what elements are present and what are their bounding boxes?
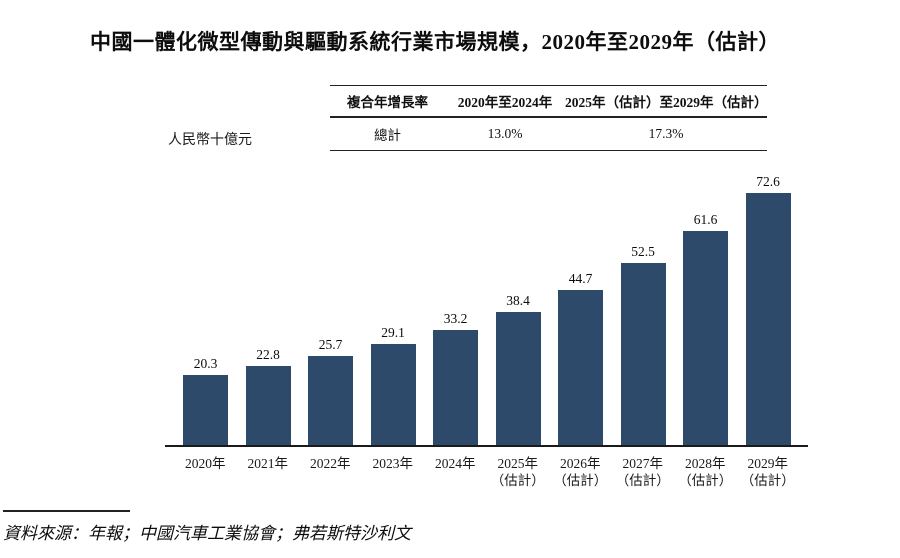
x-axis-tick-label: 2028年 （估計） <box>678 456 733 488</box>
bar-group: 22.8 <box>245 347 291 445</box>
x-axis-tick-label: 2022年 <box>310 456 351 471</box>
cagr-table: 複合年增長率 2020年至2024年 2025年（估計）至2029年（估計） 總… <box>330 85 768 151</box>
bar-group: 33.2 <box>433 311 478 445</box>
source-note: 資料來源：年報；中國汽車工業協會；弗若斯特沙利文 <box>3 524 411 543</box>
bar-value-label: 52.5 <box>631 244 655 259</box>
bar-chart: 20.3 22.8 25.7 29.1 33.2 38.4 44.7 52.5 61.6 72.6 <box>165 155 808 447</box>
x-axis-tick-label: 2021年 <box>247 456 289 471</box>
bar <box>558 290 603 445</box>
bar-value-label: 22.8 <box>256 347 280 362</box>
bar-value-label: 29.1 <box>381 325 405 340</box>
x-axis-tick-label: 2026年 （估計） <box>553 456 608 488</box>
bar-group: 44.7 <box>558 271 603 445</box>
bar <box>745 193 791 445</box>
x-axis-tick-label: 2020年 <box>185 456 226 471</box>
x-axis-tick-label: 2025年 （估計） <box>490 456 545 488</box>
bar-value-label: 38.4 <box>506 293 530 308</box>
bar <box>433 330 478 445</box>
bar-value-label: 20.3 <box>193 356 218 371</box>
bar-group: 72.6 <box>745 174 791 445</box>
cagr-header-metric: 複合年增長率 <box>347 95 428 110</box>
x-axis-tick-label: 2027年 （估計） <box>615 456 670 488</box>
bar <box>620 263 666 445</box>
bar-group: 52.5 <box>620 244 666 445</box>
x-axis-tick-label: 2023年 <box>372 456 414 471</box>
bar-value-label: 72.6 <box>756 174 780 189</box>
x-axis-labels: 2020年 2021年 2022年 2023年 2024年 2025年 （估計） 2026年… <box>174 455 799 489</box>
cagr-row-label: 總計 <box>374 128 401 143</box>
bar-value-label: 25.7 <box>318 337 343 352</box>
x-axis-tick-label: 2029年 （估計） <box>740 456 795 488</box>
bar <box>183 375 228 445</box>
cagr-header-period2: 2025年（估計）至2029年（估計） <box>565 95 768 110</box>
bar-group: 29.1 <box>370 325 416 445</box>
x-axis-line <box>165 445 808 447</box>
bars: 20.3 22.8 25.7 29.1 33.2 38.4 44.7 52.5 61.6 72.6 <box>183 174 791 445</box>
cagr-value-period1: 13.0% <box>487 126 523 141</box>
bar <box>308 356 353 445</box>
bar <box>245 366 291 445</box>
bar-group: 20.3 <box>183 356 228 445</box>
figure-title: 中國一體化微型傳動與驅動系統行業市場規模，2020年至2029年（估計） <box>90 30 780 54</box>
bar-group: 25.7 <box>308 337 353 445</box>
bar <box>683 231 728 445</box>
footnote-rule <box>3 510 130 512</box>
bar <box>370 344 416 445</box>
bar-group: 61.6 <box>683 212 728 445</box>
cagr-table-data-row: 總計 13.0% 17.3% <box>330 118 767 150</box>
bar-value-label: 44.7 <box>568 271 593 286</box>
y-axis-unit-label: 人民幣十億元 <box>168 133 252 148</box>
cagr-value-period2: 17.3% <box>648 126 684 141</box>
cagr-table-header-row: 複合年增長率 2020年至2024年 2025年（估計）至2029年（估計） <box>330 86 768 118</box>
cagr-header-period1: 2020年至2024年 <box>457 95 553 110</box>
bar <box>495 312 541 445</box>
bar-group: 38.4 <box>495 293 541 445</box>
bar-value-label: 33.2 <box>443 311 468 326</box>
x-axis-tick-label: 2024年 <box>435 456 476 471</box>
bar-value-label: 61.6 <box>693 212 718 227</box>
